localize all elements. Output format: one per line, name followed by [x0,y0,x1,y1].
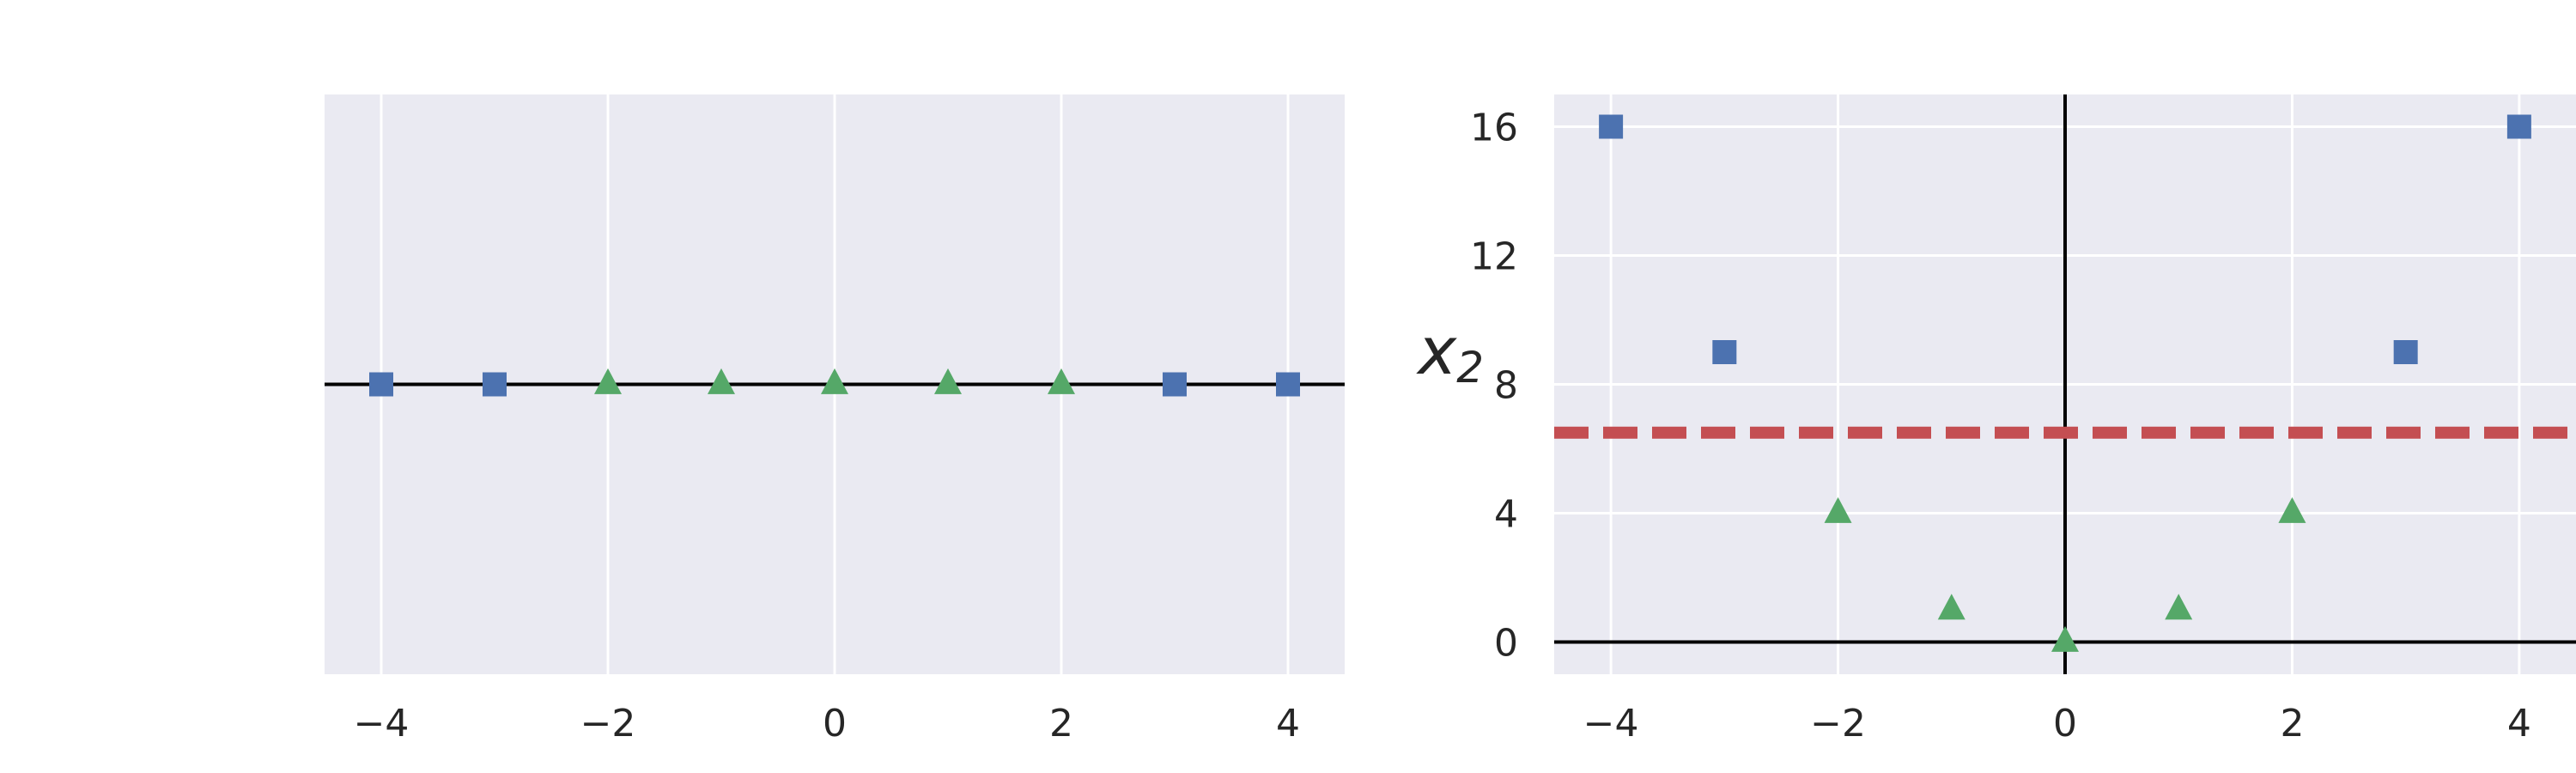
square-marker [1276,372,1300,397]
square-marker [369,372,393,397]
triangle-marker [594,368,622,394]
chart-left-1d-data: −4 −2 0 2 4 [325,94,1345,746]
square-marker [483,372,507,397]
y-axis-label-subscript: 2 [1456,343,1484,393]
square-marker [1599,114,1624,139]
x-tick-label: −2 [1810,702,1866,746]
y-axis-label: x2 [1416,313,1484,393]
square-marker [2393,340,2418,364]
square-marker [2506,114,2531,139]
triangle-marker [708,368,735,394]
triangle-marker [821,368,848,394]
x-tick-label: 0 [2053,702,2077,746]
x-tick-label: 4 [1276,702,1300,746]
y-tick-label: 16 [1470,107,1518,150]
triangle-marker [2051,625,2079,652]
y-tick-label: 4 [1494,493,1518,537]
y-axis-label-main: x [1416,313,1457,389]
x-tick-label: 2 [1049,702,1073,746]
triangle-marker [2278,496,2306,523]
triangle-marker [1937,593,1965,620]
triangle-marker [934,368,962,394]
x-tick-label: 2 [2280,702,2304,746]
x-tick-label: 0 [823,702,847,746]
x-tick-label: −4 [1583,702,1639,746]
square-marker [1712,340,1737,364]
x-tick-label: −2 [580,702,636,746]
triangle-marker [2165,593,2193,620]
triangle-marker [1048,368,1075,394]
x-tick-label: 4 [2507,702,2531,746]
y-tick-label: 0 [1494,622,1518,666]
x-tick-label: −4 [354,702,410,746]
y-tick-label: 8 [1494,364,1518,408]
triangle-marker [1824,496,1852,523]
y-tick-label: 12 [1470,235,1518,279]
square-marker [1163,372,1187,397]
